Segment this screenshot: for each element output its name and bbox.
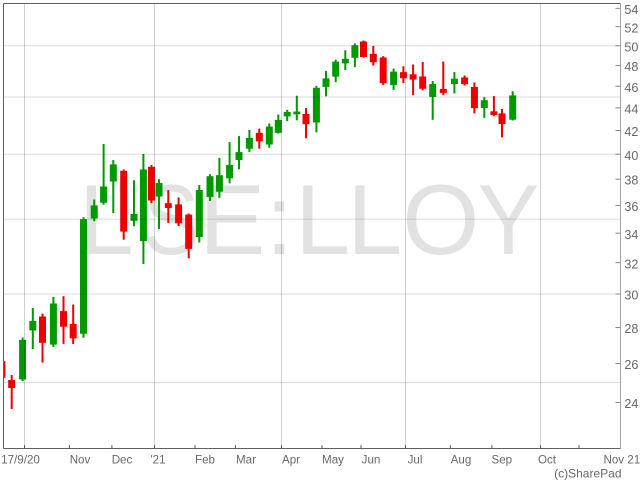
svg-text:17/9/20: 17/9/20 — [1, 454, 40, 467]
svg-text:L: L — [347, 164, 402, 275]
svg-text:24: 24 — [624, 397, 638, 411]
svg-text:38: 38 — [624, 174, 638, 188]
svg-text:32: 32 — [624, 257, 638, 271]
svg-text:Sep: Sep — [491, 454, 512, 467]
svg-text:Y: Y — [478, 165, 539, 276]
svg-text:42: 42 — [624, 125, 638, 139]
svg-text:O: O — [402, 164, 479, 275]
svg-text:36: 36 — [624, 200, 638, 214]
svg-text:26: 26 — [624, 358, 638, 372]
svg-text:52: 52 — [624, 21, 638, 35]
svg-text:Dec: Dec — [112, 454, 133, 467]
svg-text:L: L — [295, 164, 350, 275]
svg-text:'21: '21 — [150, 454, 165, 467]
svg-text:(c)SharePad: (c)SharePad — [554, 467, 621, 480]
svg-text:34: 34 — [624, 228, 638, 242]
svg-text:50: 50 — [624, 40, 638, 54]
svg-text:28: 28 — [624, 322, 638, 336]
svg-text:40: 40 — [624, 149, 638, 163]
svg-text:Jun: Jun — [362, 454, 381, 467]
svg-text:54: 54 — [624, 3, 638, 17]
svg-text:46: 46 — [624, 81, 638, 95]
svg-text:44: 44 — [624, 102, 638, 116]
svg-text:Feb: Feb — [195, 454, 215, 467]
svg-text:Aug: Aug — [451, 454, 472, 467]
svg-text:48: 48 — [624, 60, 638, 74]
svg-text:Mar: Mar — [236, 454, 256, 467]
svg-text:30: 30 — [624, 289, 638, 303]
svg-text:Oct: Oct — [538, 454, 557, 467]
svg-text::: : — [266, 164, 294, 275]
svg-text:Jul: Jul — [408, 454, 423, 467]
svg-text:Nov 21: Nov 21 — [603, 454, 640, 467]
svg-text:May: May — [322, 454, 344, 467]
svg-text:Nov: Nov — [70, 454, 91, 467]
svg-text:Apr: Apr — [282, 454, 300, 467]
